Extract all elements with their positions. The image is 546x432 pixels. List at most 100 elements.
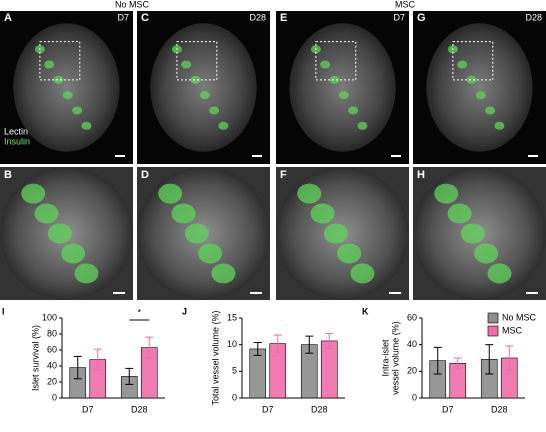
- insulin-signal: [21, 183, 46, 204]
- insulin-signal: [337, 243, 362, 264]
- insulin-signal: [181, 60, 192, 69]
- panel-letter: G: [417, 12, 426, 24]
- bar: [320, 340, 338, 399]
- error-bar: [485, 344, 494, 375]
- panel-letter: C: [141, 12, 149, 24]
- header: No MSC: [115, 0, 150, 9]
- y-tick-label: 60: [47, 344, 57, 354]
- insulin-signal: [320, 60, 331, 69]
- tissue: [150, 23, 257, 152]
- condition-label: D7: [393, 12, 405, 22]
- insulin-signal: [494, 121, 505, 130]
- x-tick-label: D7: [82, 404, 94, 414]
- tissue: [13, 23, 120, 152]
- panel-letter: D: [141, 169, 149, 181]
- x-tick-label: D28: [311, 404, 328, 414]
- error-bar: [273, 334, 282, 353]
- stain-label: Insulin: [4, 136, 30, 146]
- insulin-signal: [460, 223, 485, 244]
- y-tick-label: 15: [227, 312, 237, 322]
- stain-label: Lectin: [4, 126, 28, 136]
- roi-box: [315, 41, 357, 81]
- insulin-signal: [44, 60, 55, 69]
- y-tick-label: 10: [227, 339, 237, 349]
- insulin-signal: [72, 106, 83, 115]
- y-tick-label: 0: [52, 392, 57, 402]
- y-tick-label: 60: [407, 312, 417, 322]
- y-tick-label: 40: [407, 339, 417, 349]
- panel-letter: I: [2, 306, 5, 316]
- y-axis-label: Islet survival (%): [30, 325, 40, 391]
- error-bar: [453, 357, 462, 370]
- insulin-signal: [74, 263, 99, 284]
- insulin-signal: [447, 203, 472, 224]
- x-tick-label: D7: [262, 404, 274, 414]
- error-bar: [433, 346, 442, 375]
- x-tick-label: D7: [442, 404, 454, 414]
- error-bar: [73, 355, 82, 380]
- insulin-signal: [487, 263, 512, 284]
- insulin-signal: [211, 263, 236, 284]
- legend-label: MSC: [502, 325, 523, 335]
- error-bar: [505, 345, 514, 371]
- legend-swatch: [487, 325, 499, 337]
- panel-letter: E: [280, 12, 287, 24]
- y-tick-label: 20: [47, 376, 57, 386]
- insulin-signal: [474, 243, 499, 264]
- panel-letter: F: [280, 169, 287, 181]
- insulin-signal: [184, 223, 209, 244]
- insulin-signal: [81, 121, 92, 130]
- bar: [249, 348, 267, 399]
- insulin-signal: [434, 183, 459, 204]
- panel-letter: A: [4, 12, 12, 24]
- roi-box: [39, 41, 81, 81]
- insulin-signal: [158, 183, 183, 204]
- significance: *: [137, 307, 141, 317]
- y-tick-label: 0: [232, 392, 237, 402]
- panel-letter: K: [362, 306, 369, 316]
- error-bar: [125, 367, 134, 385]
- x-tick-label: D28: [131, 404, 148, 414]
- y-tick-label: 100: [42, 312, 57, 322]
- insulin-signal: [485, 106, 496, 115]
- legend-swatch: [487, 312, 499, 324]
- error-bar: [325, 332, 334, 349]
- insulin-signal: [34, 203, 59, 224]
- panel-letter: B: [4, 169, 12, 181]
- legend-label: No MSC: [502, 312, 537, 322]
- insulin-signal: [209, 106, 220, 115]
- y-tick-label: 80: [47, 328, 57, 338]
- y-tick-label: 5: [232, 366, 237, 376]
- error-bar: [305, 335, 314, 354]
- error-bar: [253, 342, 262, 356]
- error-bar: [93, 348, 102, 371]
- insulin-signal: [338, 91, 349, 100]
- insulin-signal: [350, 263, 375, 284]
- condition-label: D7: [117, 12, 129, 22]
- panel-letter: J: [182, 306, 187, 316]
- insulin-signal: [357, 121, 368, 130]
- y-axis-label: Total vessel volume (%): [210, 310, 220, 405]
- insulin-signal: [310, 203, 335, 224]
- insulin-signal: [199, 91, 210, 100]
- insulin-signal: [198, 243, 223, 264]
- insulin-signal: [323, 223, 348, 244]
- y-axis-label: Intra-islet: [380, 339, 390, 377]
- y-tick-label: 20: [407, 366, 417, 376]
- insulin-signal: [62, 91, 73, 100]
- insulin-signal: [348, 106, 359, 115]
- error-bar: [145, 336, 154, 359]
- condition-label: D28: [249, 12, 266, 22]
- tissue: [426, 23, 533, 152]
- insulin-signal: [47, 223, 72, 244]
- insulin-signal: [190, 75, 201, 84]
- insulin-signal: [53, 75, 64, 84]
- y-tick-label: 40: [47, 360, 57, 370]
- insulin-signal: [297, 183, 322, 204]
- roi-box: [452, 41, 494, 81]
- insulin-signal: [218, 121, 229, 130]
- tissue: [289, 23, 396, 152]
- x-tick-label: D28: [491, 404, 508, 414]
- insulin-signal: [466, 75, 477, 84]
